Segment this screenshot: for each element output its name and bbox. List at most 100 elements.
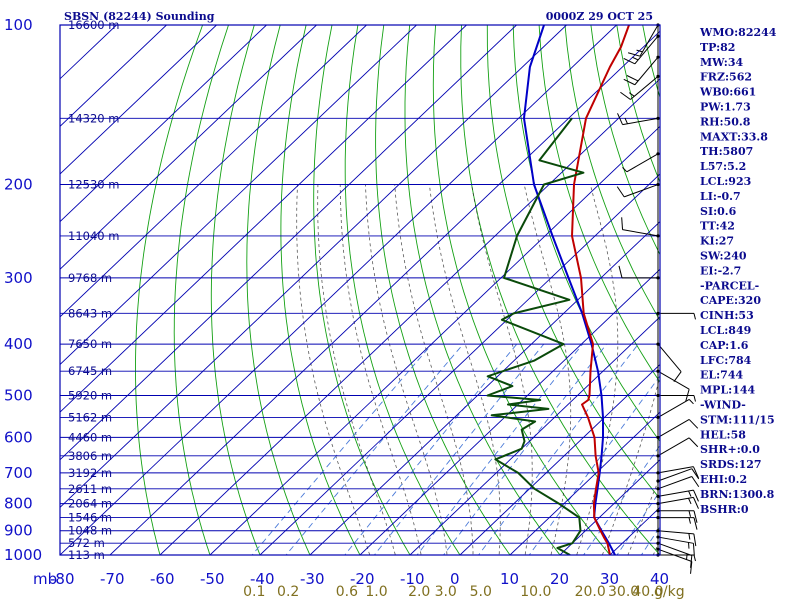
temperature-tick-label: 0: [450, 570, 460, 588]
index-item: WMO:82244: [699, 26, 777, 39]
temperature-tick-label: -30: [300, 570, 325, 588]
temperature-tick-label: -70: [100, 570, 125, 588]
mixing-ratio-label: 0.6: [336, 584, 358, 600]
isotherm: [309, 221, 660, 555]
wind-barb: [656, 496, 699, 509]
wind-barb: [656, 509, 698, 523]
barb-base: [656, 529, 660, 533]
height-label: 16600 m: [68, 18, 119, 32]
index-item: SI:0.6: [700, 205, 737, 218]
mixing-ratio-line: [583, 444, 660, 555]
temperature-tick-label: 30: [600, 570, 619, 588]
barb-staff: [639, 24, 659, 57]
barb-base: [656, 55, 660, 59]
height-label: 5920 m: [68, 388, 112, 402]
background-grid: [60, 25, 660, 555]
index-item: SRDS:127: [700, 458, 762, 471]
height-label: 14320 m: [68, 111, 119, 125]
moist-adiabat: [365, 184, 448, 555]
barb-half-flag: [688, 533, 691, 540]
index-item: KI:27: [700, 235, 734, 248]
barb-base: [656, 393, 660, 398]
mixing-ratio-line: [528, 375, 660, 555]
pressure-label: 200: [4, 176, 33, 194]
barb-base: [656, 509, 660, 513]
dry-adiabat: [313, 25, 411, 555]
barb-staff: [657, 489, 694, 497]
barb-staff: [624, 184, 659, 198]
barb-base: [656, 116, 660, 120]
isotherm: [209, 125, 660, 555]
moist-adiabat: [296, 184, 371, 555]
isotherm: [60, 25, 317, 270]
isotherm: [60, 25, 217, 175]
pressure-label: 100: [4, 16, 33, 34]
isotherm: [60, 25, 167, 128]
mixing-ratio-label: 2.0: [408, 584, 430, 600]
barb-flag: [616, 186, 625, 198]
barb-half-flag: [685, 553, 688, 560]
dry-adiabat: [512, 25, 660, 442]
mixing-ratio-line: [478, 343, 639, 555]
index-item: RH:50.8: [700, 115, 751, 128]
barb-staff: [630, 75, 659, 100]
height-label: 7650 m: [68, 337, 112, 351]
wind-barb: [656, 515, 698, 530]
index-item: L57:5.2: [700, 160, 746, 173]
index-item: FRZ:562: [700, 71, 752, 84]
barb-flag: [692, 466, 699, 479]
index-item: TT:42: [700, 220, 735, 233]
barb-half-flag: [693, 313, 696, 320]
barb-flag: [688, 419, 699, 429]
height-label: 3806 m: [68, 449, 112, 463]
barb-flag: [626, 75, 639, 82]
height-label: 1048 m: [68, 524, 112, 538]
dry-adiabat: [246, 25, 311, 555]
barb-flag: [623, 78, 636, 86]
wind-barb: [627, 23, 660, 57]
mixing-ratio-label: 10.0: [520, 584, 551, 600]
dry-adiabat: [432, 25, 611, 555]
barb-staff: [657, 370, 690, 390]
barb-staff: [657, 398, 690, 418]
index-item: EI:-2.7: [700, 264, 741, 277]
isotherm: [559, 459, 660, 555]
index-item: WB0:661: [699, 86, 756, 99]
temperature-tick-label: 10: [500, 570, 519, 588]
barb-staff: [657, 496, 694, 505]
mixing-ratio-label: 3.0: [435, 584, 457, 600]
mixing-unit-label: g/kg: [654, 584, 685, 600]
barb-staff: [657, 475, 692, 490]
temperature-line: [571, 25, 630, 555]
barb-staff: [622, 117, 659, 126]
wind-barb: [656, 418, 699, 440]
unit-label: mb: [33, 570, 57, 588]
barb-base: [656, 34, 660, 38]
dry-adiabat: [404, 25, 561, 555]
barb-half-flag: [688, 490, 692, 497]
index-item: EHI:0.2: [700, 473, 747, 486]
temperature-tick-label: 20: [550, 570, 569, 588]
isotherm: [60, 25, 617, 555]
height-label: 113 m: [68, 548, 105, 562]
barb-flag: [692, 543, 695, 556]
barb-staff: [657, 542, 692, 556]
barb-flag: [693, 533, 697, 547]
barb-staff: [657, 536, 694, 544]
barb-half-flag: [688, 510, 691, 517]
plot-frame: [59, 24, 661, 556]
wind-barb: [621, 217, 660, 238]
barb-flag: [690, 561, 693, 574]
barb-base: [656, 342, 660, 346]
moist-adiabat: [471, 184, 533, 555]
barb-staff: [657, 418, 690, 438]
wind-barb: [623, 55, 660, 86]
isotherm: [60, 25, 467, 413]
mixing-ratio-label: 30.0: [608, 584, 639, 600]
barb-base: [656, 311, 660, 315]
wind-barb: [656, 529, 697, 547]
index-item: STM:111/15: [700, 413, 775, 426]
height-label: 8643 m: [68, 306, 112, 320]
mixing-ratio-label: 0.2: [277, 584, 299, 600]
